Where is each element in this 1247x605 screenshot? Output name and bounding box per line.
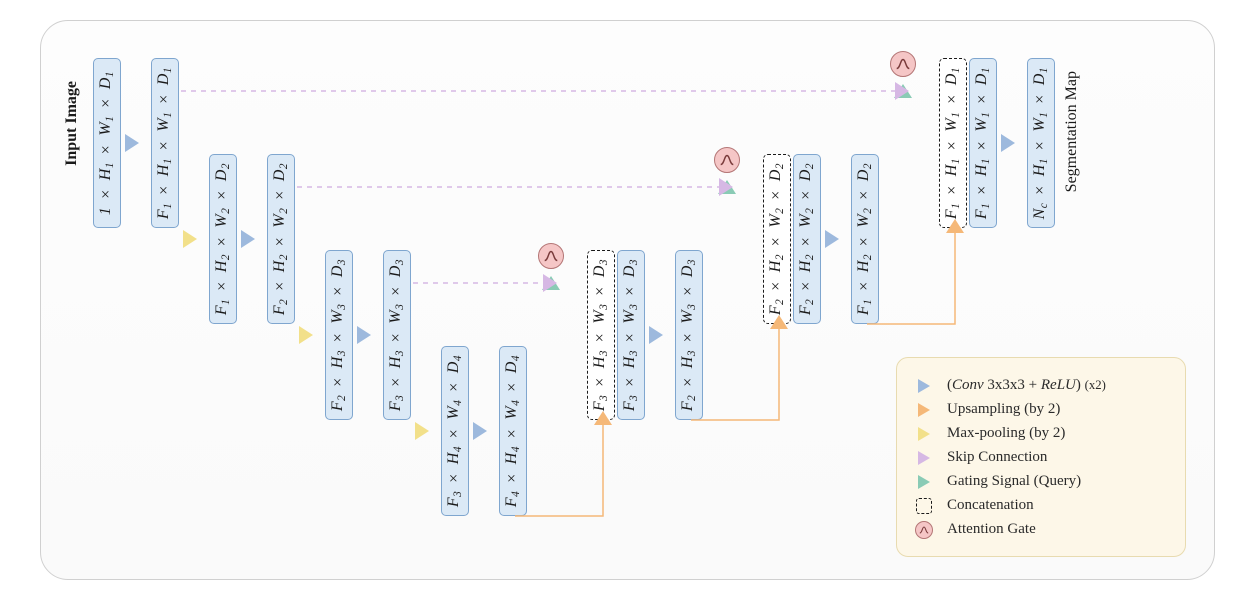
conv-arrow-6: [1001, 134, 1015, 152]
triangle-icon: [913, 448, 935, 468]
upsample-arrow-1: [770, 315, 788, 329]
diagram-canvas: Input Image Segmentation Map 1 × H1 × W1…: [40, 20, 1215, 580]
legend-label: Max-pooling (by 2): [947, 424, 1065, 444]
maxpool-arrow-2: [415, 422, 429, 440]
upsample-line-1: [691, 329, 779, 420]
upsample-arrow-0: [594, 411, 612, 425]
tensor-block-d2c: F2 × H2 × W2 × D2: [763, 154, 791, 324]
tensor-block-d1a: F1 × H1 × W1 × D1: [969, 58, 997, 228]
tensor-block-e1: F1 × H1 × W1 × D1: [151, 58, 179, 228]
conv-arrow-5: [825, 230, 839, 248]
legend-row-3: Skip Connection: [913, 448, 1169, 468]
legend-label: Gating Signal (Query): [947, 472, 1081, 492]
legend-row-4: Gating Signal (Query): [913, 472, 1169, 492]
tensor-block-in: 1 × H1 × W1 × D1: [93, 58, 121, 228]
legend-label: Upsampling (by 2): [947, 400, 1060, 420]
triangle-icon: [913, 424, 935, 444]
tensor-block-out: Nc × H1 × W1 × D1: [1027, 58, 1055, 228]
tensor-block-d2b: F1 × H2 × W2 × D2: [851, 154, 879, 324]
legend-row-5: Concatenation: [913, 496, 1169, 516]
tensor-block-d3b: F2 × H3 × W3 × D3: [675, 250, 703, 420]
conv-arrow-3: [473, 422, 487, 440]
upsample-line-0: [515, 425, 603, 516]
legend-label: Attention Gate: [947, 520, 1036, 540]
tensor-block-e3a: F2 × H3 × W3 × D3: [325, 250, 353, 420]
maxpool-arrow-1: [299, 326, 313, 344]
tensor-block-d3c: F3 × H3 × W3 × D3: [587, 250, 615, 420]
skip-arrow-1: [719, 178, 733, 196]
legend-row-0: (Conv 3x3x3 + ReLU) (x2): [913, 376, 1169, 396]
tensor-block-e3b: F3 × H3 × W3 × D3: [383, 250, 411, 420]
concat-icon: [913, 496, 935, 516]
conv-arrow-0: [125, 134, 139, 152]
triangle-icon: [913, 472, 935, 492]
attention-gate-2: [890, 51, 916, 77]
upsample-arrow-2: [946, 219, 964, 233]
tensor-block-e4b: F4 × H4 × W4 × D4: [499, 346, 527, 516]
triangle-icon: [913, 376, 935, 396]
legend-label: (Conv 3x3x3 + ReLU) (x2): [947, 376, 1106, 396]
legend-label: Skip Connection: [947, 448, 1047, 468]
tensor-block-d3a: F3 × H3 × W3 × D3: [617, 250, 645, 420]
skip-arrow-0: [895, 82, 909, 100]
conv-arrow-2: [357, 326, 371, 344]
legend-row-6: Attention Gate: [913, 520, 1169, 540]
tensor-block-d1c: F1 × H1 × W1 × D1: [939, 58, 967, 228]
legend-row-2: Max-pooling (by 2): [913, 424, 1169, 444]
tensor-block-e4a: F3 × H4 × W4 × D4: [441, 346, 469, 516]
segmentation-map-label: Segmentation Map: [1063, 71, 1081, 192]
legend-label: Concatenation: [947, 496, 1034, 516]
tensor-block-e2b: F2 × H2 × W2 × D2: [267, 154, 295, 324]
input-image-label: Input Image: [63, 81, 81, 166]
maxpool-arrow-0: [183, 230, 197, 248]
triangle-icon: [913, 400, 935, 420]
conv-arrow-4: [649, 326, 663, 344]
attention-gate-1: [714, 147, 740, 173]
tensor-block-d2a: F2 × H2 × W2 × D2: [793, 154, 821, 324]
attention-gate-0: [538, 243, 564, 269]
attention-gate-icon: [913, 520, 935, 540]
conv-arrow-1: [241, 230, 255, 248]
legend: (Conv 3x3x3 + ReLU) (x2) Upsampling (by 2…: [896, 357, 1186, 557]
tensor-block-e2a: F1 × H2 × W2 × D2: [209, 154, 237, 324]
skip-arrow-2: [543, 274, 557, 292]
upsample-line-2: [867, 233, 955, 324]
legend-row-1: Upsampling (by 2): [913, 400, 1169, 420]
